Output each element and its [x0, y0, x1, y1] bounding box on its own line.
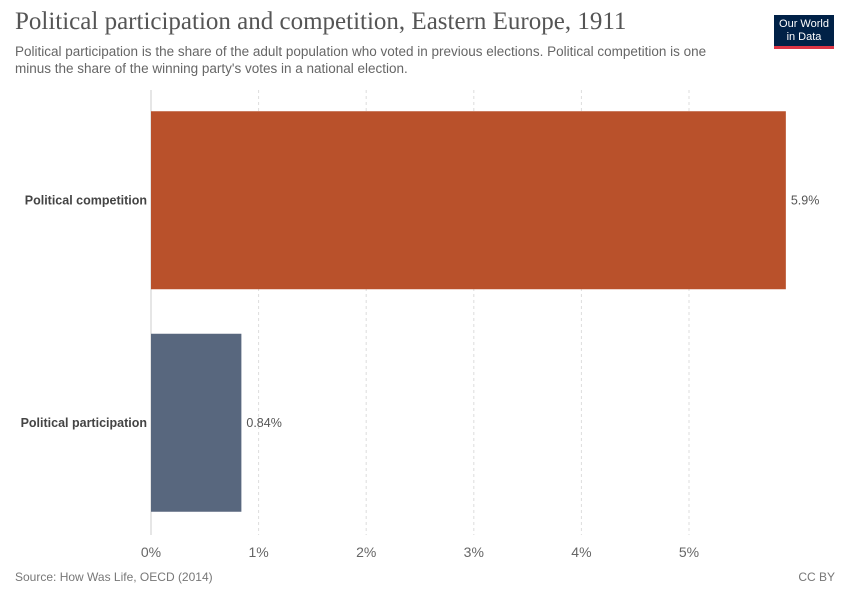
- chart-title: Political participation and competition,…: [15, 8, 627, 35]
- category-label: Political participation: [21, 416, 147, 430]
- x-tick-label: 1%: [248, 544, 268, 560]
- value-label: 0.84%: [246, 416, 281, 430]
- bar-1: [151, 333, 242, 512]
- source-note[interactable]: Source: How Was Life, OECD (2014): [15, 570, 213, 584]
- value-label: 5.9%: [791, 193, 820, 207]
- bar-0: [151, 111, 786, 290]
- x-tick-label: 3%: [464, 544, 484, 560]
- logo-line-2: in Data: [786, 31, 822, 43]
- category-label: Political competition: [25, 193, 147, 207]
- x-tick-label: 4%: [571, 544, 591, 560]
- x-tick-label: 0%: [141, 544, 161, 560]
- logo-line-1: Our World: [779, 18, 829, 30]
- x-tick-label: 2%: [356, 544, 376, 560]
- chart-subtitle: Political participation is the share of …: [15, 44, 707, 76]
- license-link[interactable]: CC BY: [798, 570, 835, 584]
- logo-accent-bar: [774, 46, 834, 49]
- owid-logo[interactable]: Our World in Data: [774, 15, 834, 49]
- x-tick-label: 5%: [679, 544, 699, 560]
